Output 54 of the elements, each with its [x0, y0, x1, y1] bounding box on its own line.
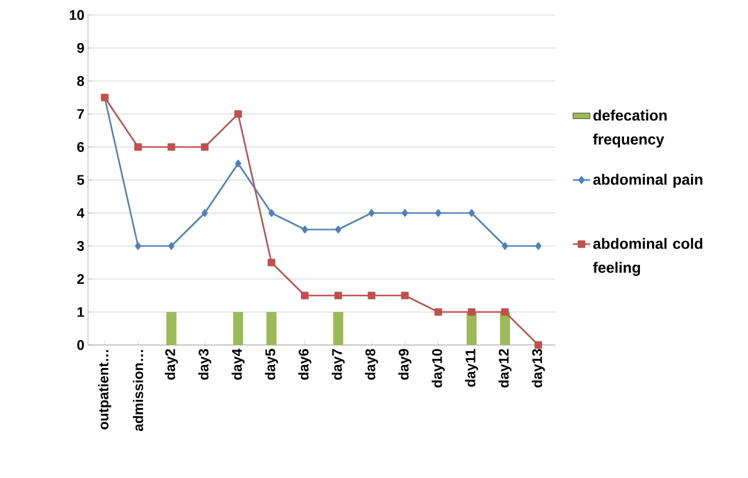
- point: [134, 143, 142, 151]
- y-tick-label: 2: [77, 274, 84, 284]
- y-tick-label: 10: [70, 10, 84, 20]
- point: [368, 292, 376, 300]
- point: [468, 308, 476, 316]
- x-tick-label: day2: [164, 349, 178, 380]
- point: [435, 209, 442, 217]
- x-tick-label: day9: [398, 349, 412, 380]
- y-tick-label: 3: [77, 241, 84, 251]
- point: [268, 209, 275, 217]
- point: [434, 308, 442, 316]
- point: [301, 292, 309, 300]
- y-tick-label: 5: [77, 175, 84, 185]
- y-tick-label: 8: [77, 76, 84, 86]
- x-tick-label: day8: [365, 348, 378, 380]
- point: [234, 110, 242, 118]
- point: [368, 209, 375, 217]
- point: [168, 242, 174, 250]
- point: [501, 308, 509, 316]
- point: [202, 209, 208, 217]
- x-tick-label: outpatient…: [98, 350, 112, 430]
- x-tick-label: day5: [264, 348, 278, 380]
- point: [401, 292, 409, 300]
- point: [235, 160, 242, 168]
- x-tick-label: day11: [465, 348, 478, 387]
- x-tick-label: day6: [298, 349, 312, 380]
- x-tick-label: day3: [198, 349, 212, 380]
- point: [334, 292, 342, 300]
- point: [502, 242, 508, 250]
- x-tick-label: day13: [532, 349, 545, 388]
- y-tick-label: 7: [77, 109, 84, 119]
- point: [168, 143, 176, 151]
- legend-label: abdominal cold feeling: [593, 238, 702, 276]
- y-tick-label: 9: [77, 43, 84, 53]
- point: [302, 226, 308, 234]
- x-tick-label: day4: [232, 348, 245, 380]
- y-tick-label: 6: [77, 142, 84, 152]
- x-tick-label: day10: [432, 349, 445, 388]
- point: [134, 242, 142, 250]
- point: [200, 143, 209, 151]
- point: [268, 258, 276, 266]
- point: [335, 226, 342, 234]
- y-tick-label: 4: [76, 208, 84, 218]
- legend-label: defecation frequency: [593, 110, 667, 148]
- legend-label: abdominal pain: [593, 174, 702, 188]
- point: [402, 209, 408, 217]
- x-tick-label: admission…: [132, 350, 144, 432]
- x-tick-label: day12: [498, 349, 512, 388]
- point: [468, 209, 475, 217]
- y-tick-label: 0: [77, 340, 84, 350]
- point: [534, 341, 542, 349]
- x-tick-label: day7: [332, 349, 345, 380]
- y-tick-label: 1: [78, 307, 84, 317]
- point: [535, 242, 542, 250]
